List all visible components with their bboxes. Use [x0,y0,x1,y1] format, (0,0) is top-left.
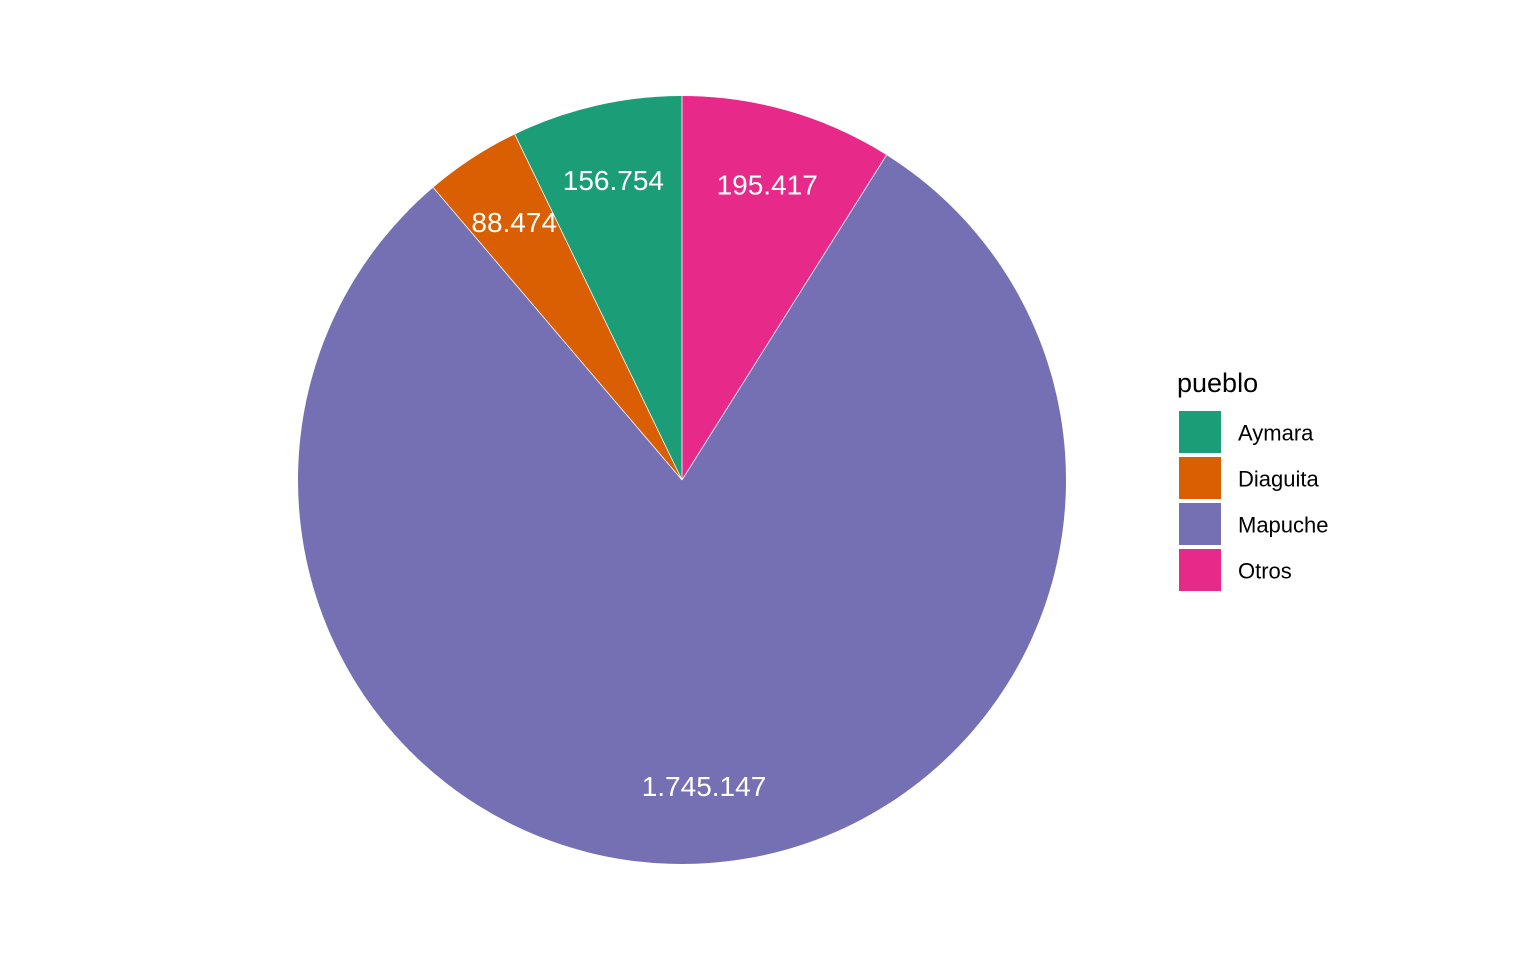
legend-label-aymara: Aymara [1238,421,1314,446]
legend-swatch-otros [1177,547,1223,593]
data-label-aymara: 156.754 [563,165,664,196]
legend-label-diaguita: Diaguita [1238,467,1319,492]
legend-label-otros: Otros [1238,559,1292,584]
slice-divider [681,154,887,481]
legend-swatch-aymara [1177,409,1223,455]
pie-slices [297,96,1066,865]
pie-slice-mapuche [297,155,1066,865]
legend: pueblo Aymara Diaguita Mapuche Otros [1177,368,1329,593]
slice-divider [514,134,683,481]
pie-slice-otros [682,96,887,480]
legend-title: pueblo [1177,368,1258,398]
legend-swatch-diaguita [1177,455,1223,501]
data-label-otros: 195.417 [717,169,818,200]
legend-label-mapuche: Mapuche [1238,513,1329,538]
pie-slice-diaguita [433,134,682,480]
data-label-mapuche: 1.745.147 [642,771,767,802]
legend-items: Aymara Diaguita Mapuche Otros [1177,409,1329,593]
pie-slice-aymara [514,96,682,480]
slice-divider [432,187,683,481]
legend-swatch-mapuche [1177,501,1223,547]
data-label-diaguita: 88.474 [471,207,557,238]
